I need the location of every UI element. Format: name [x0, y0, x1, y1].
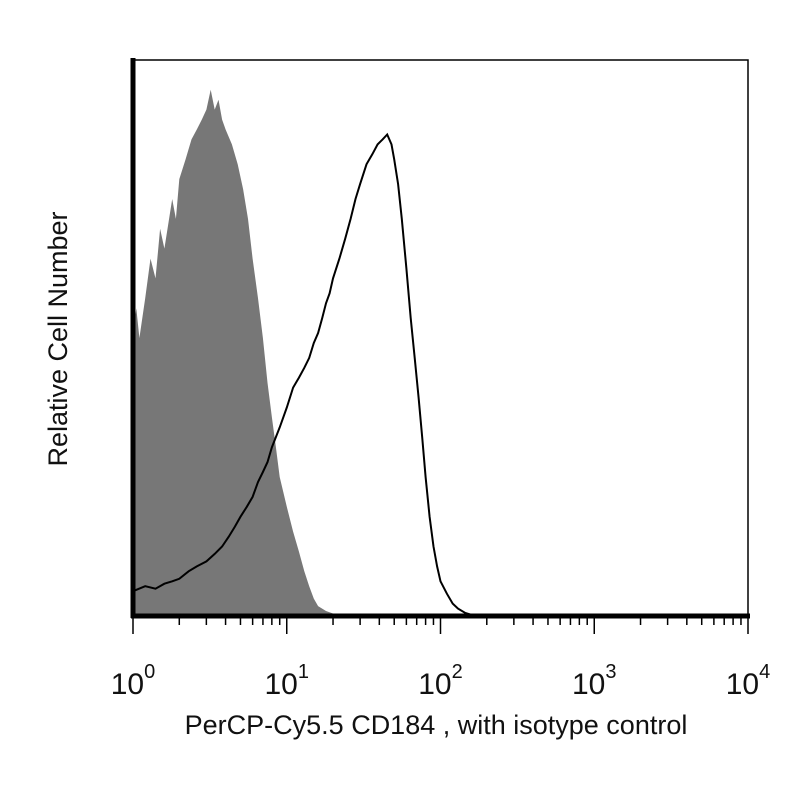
x-tick-label: 103 [572, 661, 617, 701]
x-tick-label: 104 [726, 661, 771, 701]
x-tick-label: 101 [265, 661, 310, 701]
y-axis-label: Relative Cell Number [43, 211, 73, 466]
x-axis-ticks: 100 101 102 103 104 [111, 616, 771, 701]
x-tick-label: 102 [418, 661, 463, 701]
x-axis-label: PerCP-Cy5.5 CD184 , with isotype control [185, 710, 688, 740]
x-tick-label: 100 [111, 661, 156, 701]
cd184-stained-histogram [132, 132, 477, 617]
plot-layer [132, 89, 477, 617]
isotype-control-histogram [133, 89, 348, 617]
